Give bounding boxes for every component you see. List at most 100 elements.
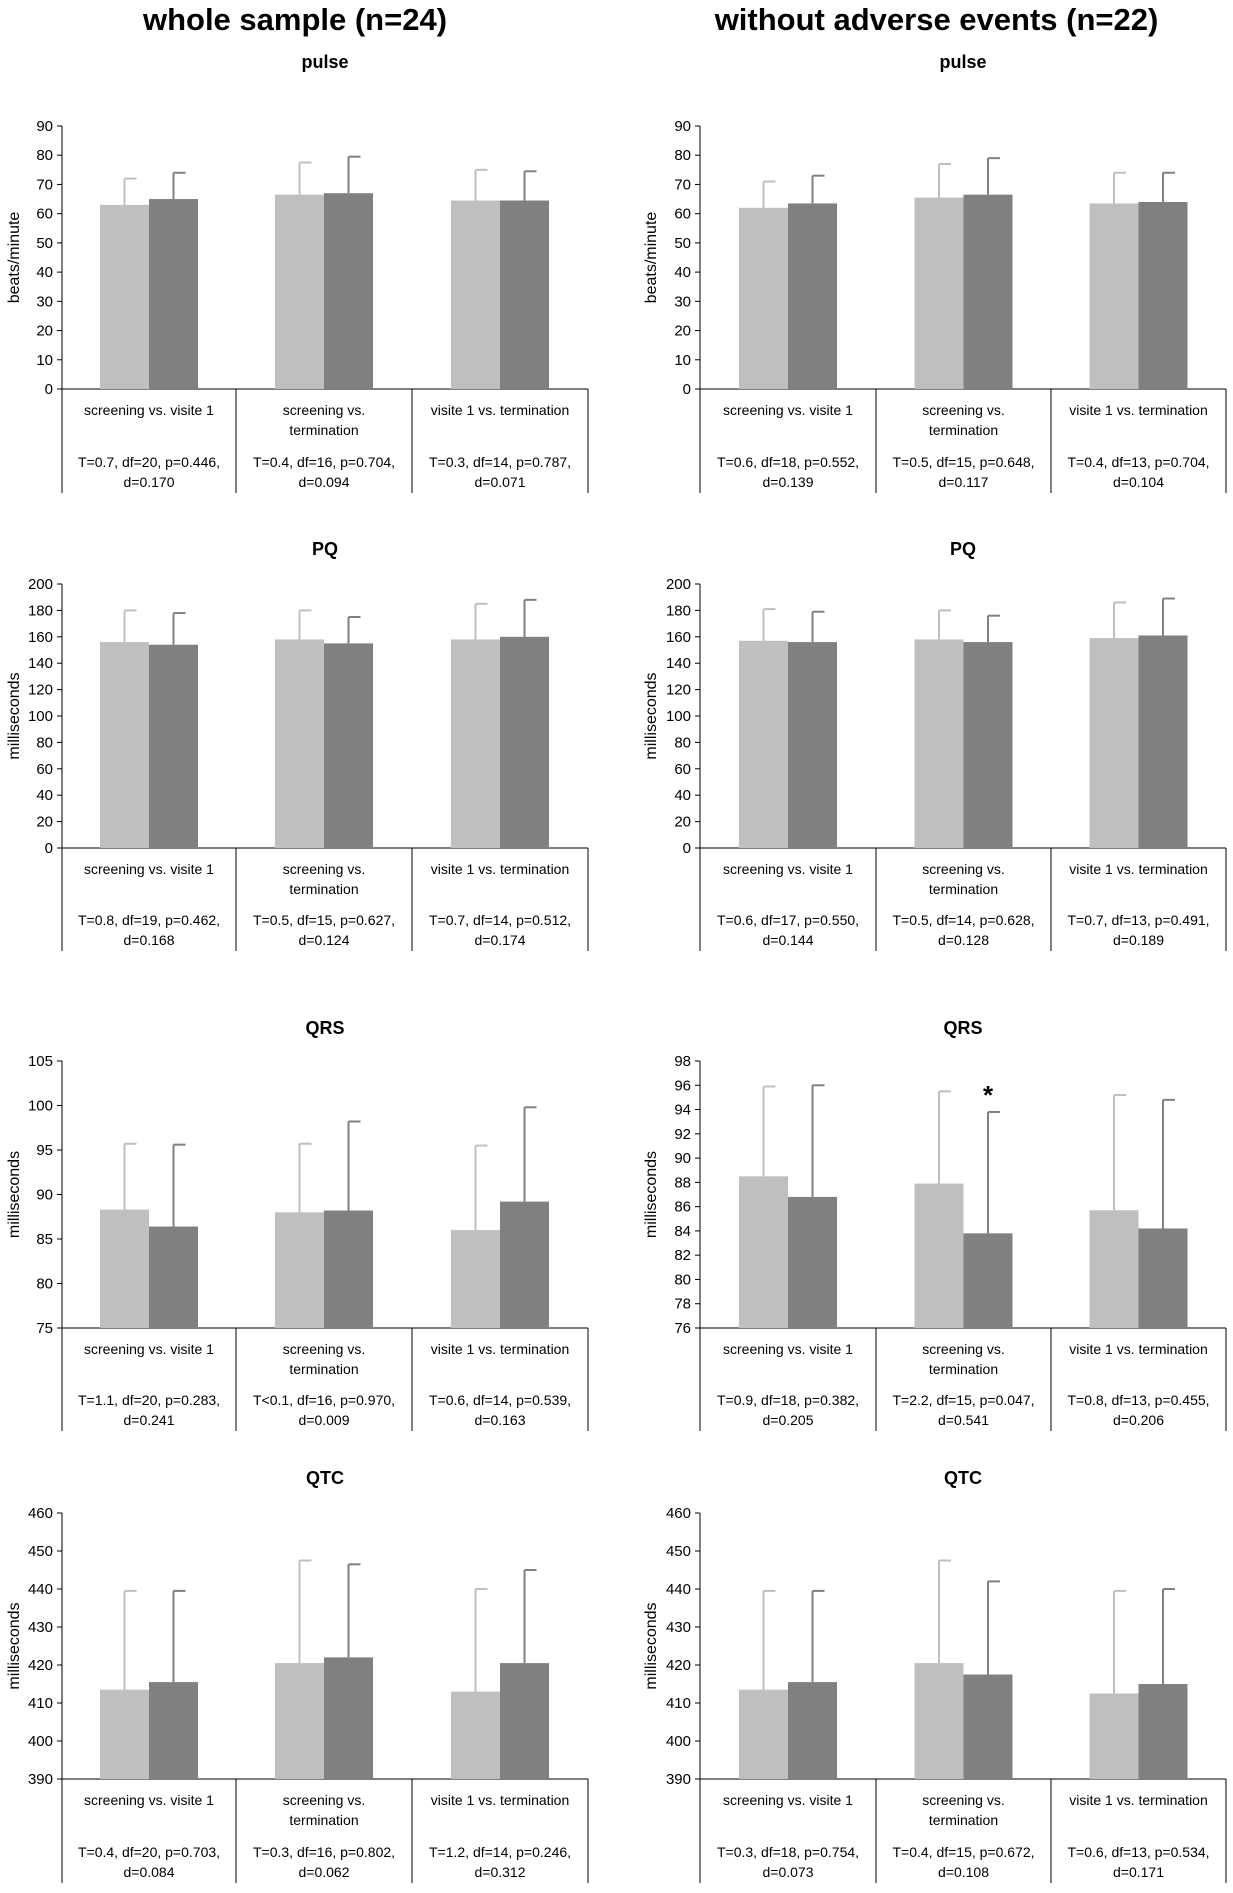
- category-label: visite 1 vs. termination: [1069, 861, 1208, 877]
- y-tick-label: 86: [674, 1199, 691, 1216]
- y-tick-label: 120: [28, 682, 53, 699]
- bar-second: [1138, 1228, 1188, 1328]
- category-label: screening vs. visite 1: [723, 1792, 853, 1808]
- y-tick-label: 160: [28, 629, 53, 646]
- bar-second: [324, 643, 373, 848]
- category-label: screening vs.: [922, 1792, 1004, 1808]
- category-label: termination: [289, 1361, 358, 1377]
- bar-second: [963, 1233, 1013, 1328]
- y-axis-label: beats/minute: [643, 212, 660, 304]
- bar-first: [275, 1663, 324, 1779]
- bar-second: [788, 203, 837, 389]
- y-tick-label: 60: [36, 206, 53, 223]
- category-label: visite 1 vs. termination: [431, 402, 570, 418]
- category-label: screening vs.: [283, 861, 365, 877]
- y-tick-label: 180: [28, 602, 53, 619]
- stats-label: d=0.171: [1113, 1864, 1164, 1880]
- bar-first: [100, 204, 149, 389]
- y-tick-label: 80: [36, 147, 53, 164]
- bar-first: [275, 639, 324, 848]
- bar-second: [500, 200, 549, 389]
- y-tick-label: 105: [28, 1053, 53, 1070]
- bar-first: [739, 640, 788, 848]
- y-tick-label: 100: [28, 708, 53, 725]
- stats-label: d=0.084: [124, 1864, 175, 1880]
- category-label: termination: [289, 881, 358, 897]
- stats-label: d=0.168: [124, 932, 175, 948]
- y-tick-label: 78: [674, 1296, 691, 1313]
- category-label: screening vs. visite 1: [723, 1341, 853, 1357]
- stats-label: T=0.5, df=14, p=0.628,: [892, 912, 1034, 928]
- y-tick-label: 70: [674, 176, 691, 193]
- y-tick-label: 200: [666, 576, 691, 593]
- stats-label: T=0.3, df=18, p=0.754,: [717, 1844, 859, 1860]
- y-tick-label: 85: [36, 1231, 53, 1248]
- bar-second: [149, 1682, 198, 1779]
- panel-title: QTC: [306, 1468, 344, 1488]
- y-axis-label: milliseconds: [6, 1602, 23, 1689]
- stats-label: d=0.108: [938, 1864, 989, 1880]
- bar-first: [100, 642, 149, 848]
- y-axis-label: milliseconds: [643, 1602, 660, 1689]
- stats-label: d=0.009: [299, 1412, 350, 1428]
- y-tick-label: 10: [36, 352, 53, 369]
- stats-label: T=0.7, df=14, p=0.512,: [429, 912, 571, 928]
- bar-second: [788, 1682, 837, 1779]
- stats-label: d=0.205: [763, 1412, 814, 1428]
- y-axis-label: milliseconds: [643, 1151, 660, 1238]
- y-tick-label: 460: [28, 1505, 53, 1522]
- stats-label: d=0.104: [1113, 474, 1164, 490]
- category-label: visite 1 vs. termination: [431, 1341, 570, 1357]
- bar-first: [739, 207, 788, 389]
- y-tick-label: 20: [36, 814, 53, 831]
- bar-first: [451, 1691, 500, 1779]
- y-tick-label: 75: [36, 1320, 53, 1337]
- y-tick-label: 80: [674, 734, 691, 751]
- y-tick-label: 88: [674, 1174, 691, 1191]
- category-label: termination: [929, 881, 998, 897]
- y-axis-label: milliseconds: [6, 1151, 23, 1238]
- stats-label: T=0.3, df=14, p=0.787,: [429, 454, 571, 470]
- bar-second: [788, 1196, 837, 1328]
- category-label: visite 1 vs. termination: [1069, 1792, 1208, 1808]
- y-tick-label: 390: [666, 1771, 691, 1788]
- category-label: termination: [929, 1361, 998, 1377]
- category-label: visite 1 vs. termination: [431, 861, 570, 877]
- y-tick-label: 90: [36, 118, 53, 135]
- bar-first: [100, 1209, 149, 1328]
- category-label: screening vs.: [922, 402, 1004, 418]
- y-tick-label: 410: [28, 1695, 53, 1712]
- bar-second: [963, 642, 1013, 848]
- y-tick-label: 410: [666, 1695, 691, 1712]
- y-tick-label: 100: [28, 1098, 53, 1115]
- stats-label: d=0.241: [124, 1412, 175, 1428]
- y-tick-label: 0: [45, 840, 53, 857]
- stats-label: T=1.1, df=20, p=0.283,: [78, 1392, 220, 1408]
- bar-first: [100, 1689, 149, 1779]
- y-tick-label: 0: [683, 840, 691, 857]
- y-tick-label: 430: [28, 1619, 53, 1636]
- y-tick-label: 80: [36, 1276, 53, 1293]
- y-tick-label: 20: [674, 323, 691, 340]
- bar-second: [1138, 201, 1188, 389]
- y-tick-label: 84: [674, 1223, 691, 1240]
- y-axis-label: milliseconds: [6, 672, 23, 759]
- stats-label: d=0.170: [124, 474, 175, 490]
- category-label: screening vs. visite 1: [84, 861, 214, 877]
- y-tick-label: 76: [674, 1320, 691, 1337]
- significance-asterisk: *: [983, 1080, 994, 1110]
- y-tick-label: 60: [36, 761, 53, 778]
- y-tick-label: 140: [28, 655, 53, 672]
- y-axis-label: beats/minute: [6, 212, 23, 304]
- bar-second: [1138, 1684, 1188, 1779]
- bar-first: [275, 194, 324, 389]
- y-tick-label: 20: [674, 814, 691, 831]
- stats-label: T=0.6, df=18, p=0.552,: [717, 454, 859, 470]
- y-tick-label: 0: [45, 381, 53, 398]
- bar-second: [963, 194, 1013, 389]
- category-label: screening vs. visite 1: [84, 1792, 214, 1808]
- bar-second: [324, 1210, 373, 1328]
- bar-first: [1089, 203, 1139, 389]
- panel-title: QRS: [943, 1018, 982, 1038]
